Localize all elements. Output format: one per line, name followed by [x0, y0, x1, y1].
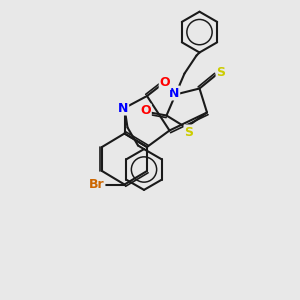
- Text: O: O: [160, 76, 170, 89]
- Text: O: O: [140, 104, 151, 118]
- Text: Br: Br: [89, 178, 104, 191]
- Text: N: N: [169, 86, 179, 100]
- Text: S: S: [184, 125, 194, 139]
- Text: N: N: [118, 101, 128, 115]
- Text: S: S: [217, 65, 226, 79]
